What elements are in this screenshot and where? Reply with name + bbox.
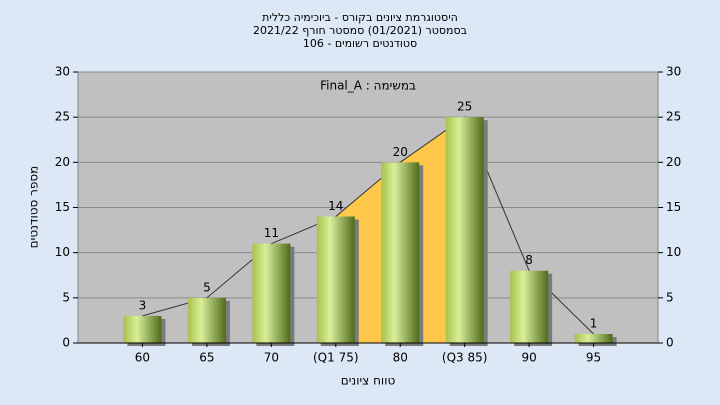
value-label: 14	[328, 199, 343, 213]
bar	[123, 315, 162, 343]
y2-tick-label: 0	[666, 336, 674, 350]
x-tick-label: (Q1 75)	[313, 351, 359, 365]
value-label: 20	[393, 145, 408, 159]
x-tick-label: 80	[393, 351, 408, 365]
x-tick-label: 60	[135, 351, 150, 365]
y2-tick-label: 20	[666, 155, 681, 169]
bar	[381, 162, 420, 343]
y-tick-label: 5	[62, 290, 70, 304]
bar	[510, 270, 549, 343]
value-label: 25	[457, 100, 472, 114]
bar	[574, 333, 613, 343]
x-tick-label: 70	[264, 351, 279, 365]
value-label: 3	[139, 298, 147, 312]
title-line: היסטוגרמת ציונים בקורס - ביוכימיה כללית	[262, 11, 458, 24]
y2-tick-label: 10	[666, 245, 681, 259]
value-label: 1	[590, 316, 598, 330]
y-axis-label: מספר סטודנטים	[27, 166, 41, 249]
y-tick-label: 15	[55, 200, 70, 214]
x-tick-label: 95	[586, 351, 601, 365]
annotation: Final_A : במשימה	[320, 79, 416, 93]
y-tick-label: 10	[55, 245, 70, 259]
y2-tick-label: 15	[666, 200, 681, 214]
x-axis-label: טווח ציונים	[341, 374, 396, 388]
title-line: בסמסטר (01/2021) סמסטר חורף 2021/22	[253, 24, 467, 37]
y2-tick-label: 5	[666, 290, 674, 304]
bar	[445, 117, 484, 344]
bar	[252, 243, 291, 343]
title-line: סטודנטים רשומים - 106	[303, 37, 417, 50]
y-tick-label: 30	[55, 65, 70, 79]
y-tick-label: 20	[55, 155, 70, 169]
x-tick-label: 90	[521, 351, 536, 365]
y-tick-label: 25	[55, 110, 70, 124]
bar	[187, 297, 226, 343]
bar	[316, 216, 355, 343]
value-label: 5	[203, 280, 211, 294]
x-tick-label: 65	[199, 351, 214, 365]
y2-tick-label: 30	[666, 65, 681, 79]
x-tick-label: (Q3 85)	[442, 351, 488, 365]
value-label: 11	[264, 226, 279, 240]
y2-tick-label: 25	[666, 110, 681, 124]
trend-line	[142, 116, 594, 335]
value-label: 8	[525, 253, 533, 267]
y-tick-label: 0	[62, 336, 70, 350]
